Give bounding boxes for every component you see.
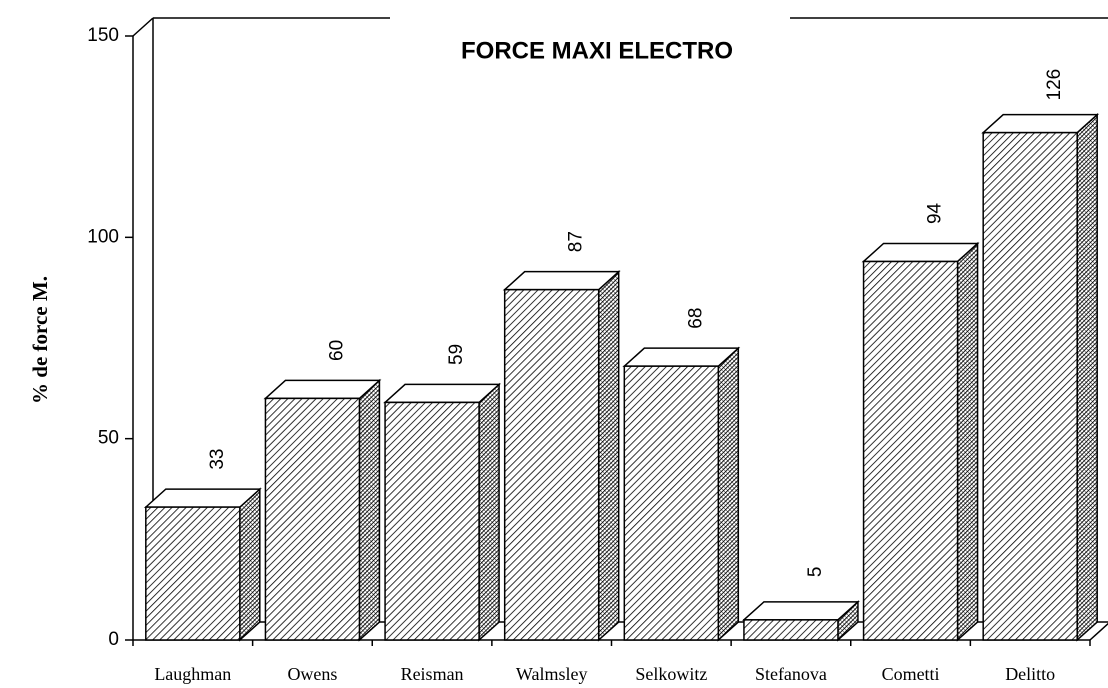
value-label: 87 bbox=[566, 231, 587, 252]
bar-top bbox=[741, 601, 860, 621]
wall-top-edge bbox=[132, 17, 154, 37]
y-tick-label: 100 bbox=[87, 226, 119, 247]
bar-top bbox=[383, 383, 502, 404]
value-label: 33 bbox=[207, 449, 228, 470]
bar-side bbox=[717, 346, 740, 642]
bar-side bbox=[597, 269, 620, 642]
floor-right bbox=[1089, 622, 1108, 641]
x-tick-label: Owens bbox=[287, 664, 337, 684]
bar bbox=[145, 506, 241, 641]
x-tick-label: Selkowitz bbox=[635, 664, 707, 684]
bar-top bbox=[861, 242, 980, 263]
x-tick-label: Walmsley bbox=[516, 664, 588, 684]
value-label: 126 bbox=[1044, 69, 1065, 101]
bar bbox=[982, 131, 1078, 641]
bar bbox=[862, 260, 959, 641]
bar-top bbox=[263, 379, 382, 400]
y-tick-label: 50 bbox=[98, 428, 119, 449]
bar-side bbox=[239, 487, 261, 642]
bar-side bbox=[1076, 112, 1098, 642]
value-label: 5 bbox=[805, 567, 826, 578]
x-tick-label: Stefanova bbox=[755, 664, 827, 684]
bar-side bbox=[358, 378, 381, 642]
x-tick-label: Reisman bbox=[401, 664, 464, 684]
y-tick-label: 0 bbox=[108, 629, 119, 650]
value-label: 94 bbox=[925, 202, 946, 224]
x-tick-label: Cometti bbox=[882, 664, 940, 684]
value-label: 60 bbox=[326, 340, 347, 361]
bar-top bbox=[143, 488, 262, 508]
bar bbox=[264, 397, 361, 641]
value-label: 59 bbox=[446, 344, 467, 365]
bar-side bbox=[478, 382, 500, 642]
bar bbox=[623, 365, 720, 641]
bar-side bbox=[956, 241, 979, 642]
bar bbox=[743, 619, 839, 641]
bar bbox=[503, 288, 600, 641]
bar-top bbox=[502, 270, 621, 291]
x-tick-label: Delitto bbox=[1005, 664, 1055, 684]
bar-top bbox=[622, 347, 741, 367]
chart-title: FORCE MAXI ELECTRO bbox=[461, 37, 733, 64]
bar bbox=[384, 401, 480, 641]
y-axis-label: % de force M. bbox=[28, 276, 52, 404]
y-tick-label: 150 bbox=[87, 25, 119, 46]
bar-top bbox=[981, 113, 1100, 134]
value-label: 68 bbox=[685, 308, 706, 329]
x-tick-label: Laughman bbox=[154, 664, 231, 684]
